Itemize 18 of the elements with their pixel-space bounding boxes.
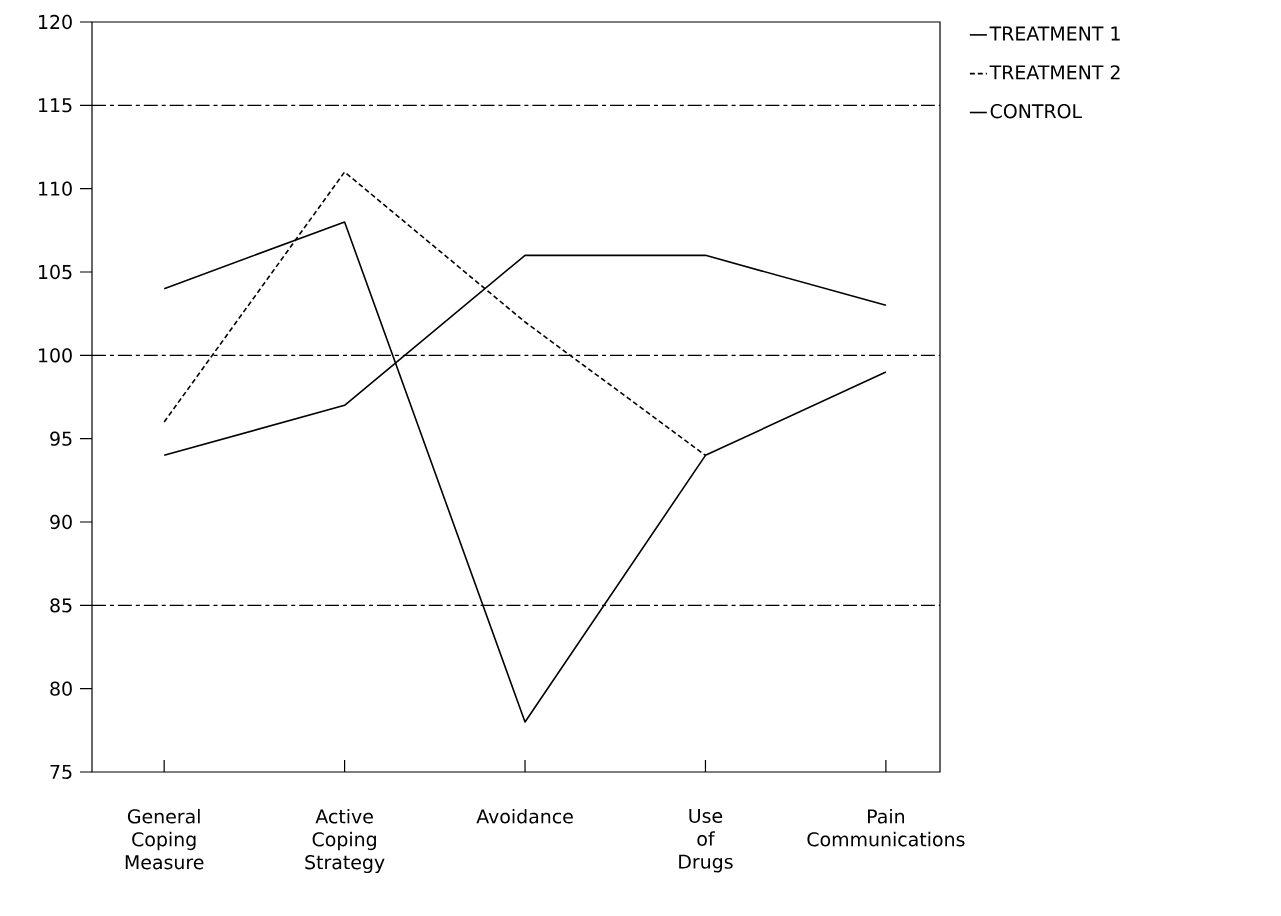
x-tick-label: Active Coping Strategy — [305, 808, 385, 874]
y-tick-label: 110 — [39, 181, 72, 196]
y-tick-label: 90 — [50, 514, 72, 530]
y-tick-label: 75 — [50, 764, 72, 780]
y-tick-label: 100 — [39, 348, 72, 363]
x-tick-label: Use of Drugs — [679, 808, 733, 873]
legend-label: TREATMENT 1 — [989, 26, 1120, 41]
y-tick-label: 85 — [50, 598, 72, 613]
legend-label: TREATMENT 2 — [989, 65, 1120, 80]
y-tick-label: 115 — [39, 98, 72, 113]
y-tick-label: 105 — [39, 264, 72, 280]
x-tick-label: Pain Communications — [807, 808, 965, 847]
legend-label: CONTROL — [990, 104, 1082, 119]
y-tick-label: 120 — [39, 14, 72, 30]
y-tick-label: 80 — [50, 681, 72, 696]
x-tick-label: Avoidance — [476, 808, 573, 824]
y-tick-label: 95 — [50, 431, 72, 446]
x-tick-label: General Coping Measure — [125, 808, 204, 870]
